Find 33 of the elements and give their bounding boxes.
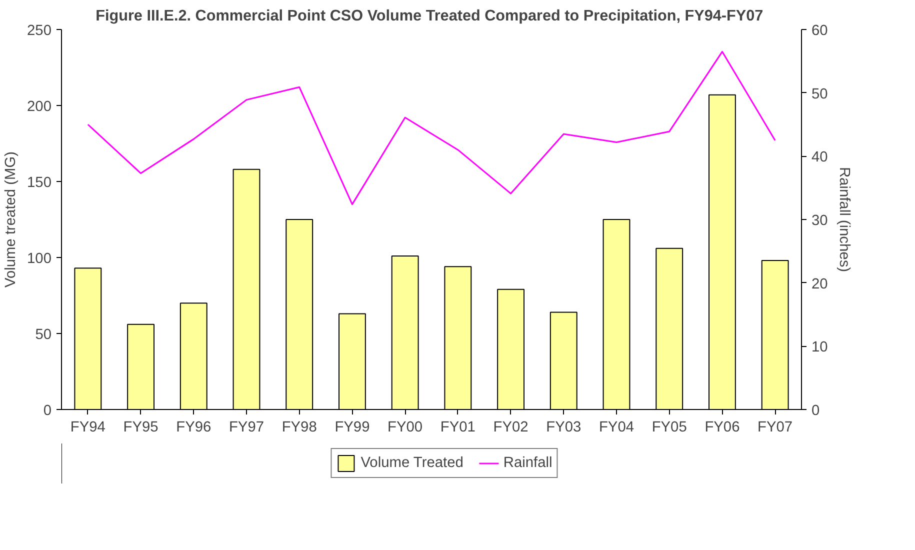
legend-label: Volume Treated [360,455,464,471]
x-tick-label: FY07 [758,420,793,436]
legend-label: Rainfall [503,455,552,471]
x-tick-label: FY03 [546,420,582,436]
x-tick-label: FY96 [176,420,212,436]
x-tick-label: FY98 [282,420,317,436]
x-tick-label: FY95 [123,420,158,436]
x-tick-label: FY04 [598,420,634,436]
x-tick-label: FY06 [704,420,740,436]
y2-tick-label: 60 [812,23,828,39]
y-axis-title: Volume treated (MG) [3,151,20,288]
x-tick-label: FY02 [493,420,528,436]
y-tick-label: 150 [27,175,52,191]
x-tick-label: FY05 [652,420,687,436]
x-tick-label: FY99 [334,420,370,436]
x-tick-label: FY94 [70,420,106,436]
x-tick-label: FY00 [388,420,423,436]
y2-tick-label: 0 [812,403,820,419]
y-tick-label: 200 [27,99,52,115]
y2-axis-title: Rainfall (inches) [836,166,852,272]
y2-tick-label: 40 [812,150,828,166]
y2-tick-label: 10 [812,340,828,356]
x-tick-label: FY97 [228,420,264,436]
line-series [87,50,776,206]
y2-tick-label: 30 [812,213,828,229]
y-tick-label: 0 [43,403,52,419]
y2-tick-label: 20 [812,276,828,292]
x-tick-label: FY01 [440,420,476,436]
chart-title: Figure III.E.2. Commercial Point CSO Volume Treated Compared to Precipitation, FY94-FY07 [96,8,764,24]
y-tick-label: 100 [27,251,52,267]
y-tick-label: 250 [27,23,52,39]
y-tick-label: 50 [35,327,52,343]
y2-tick-label: 50 [812,86,828,102]
